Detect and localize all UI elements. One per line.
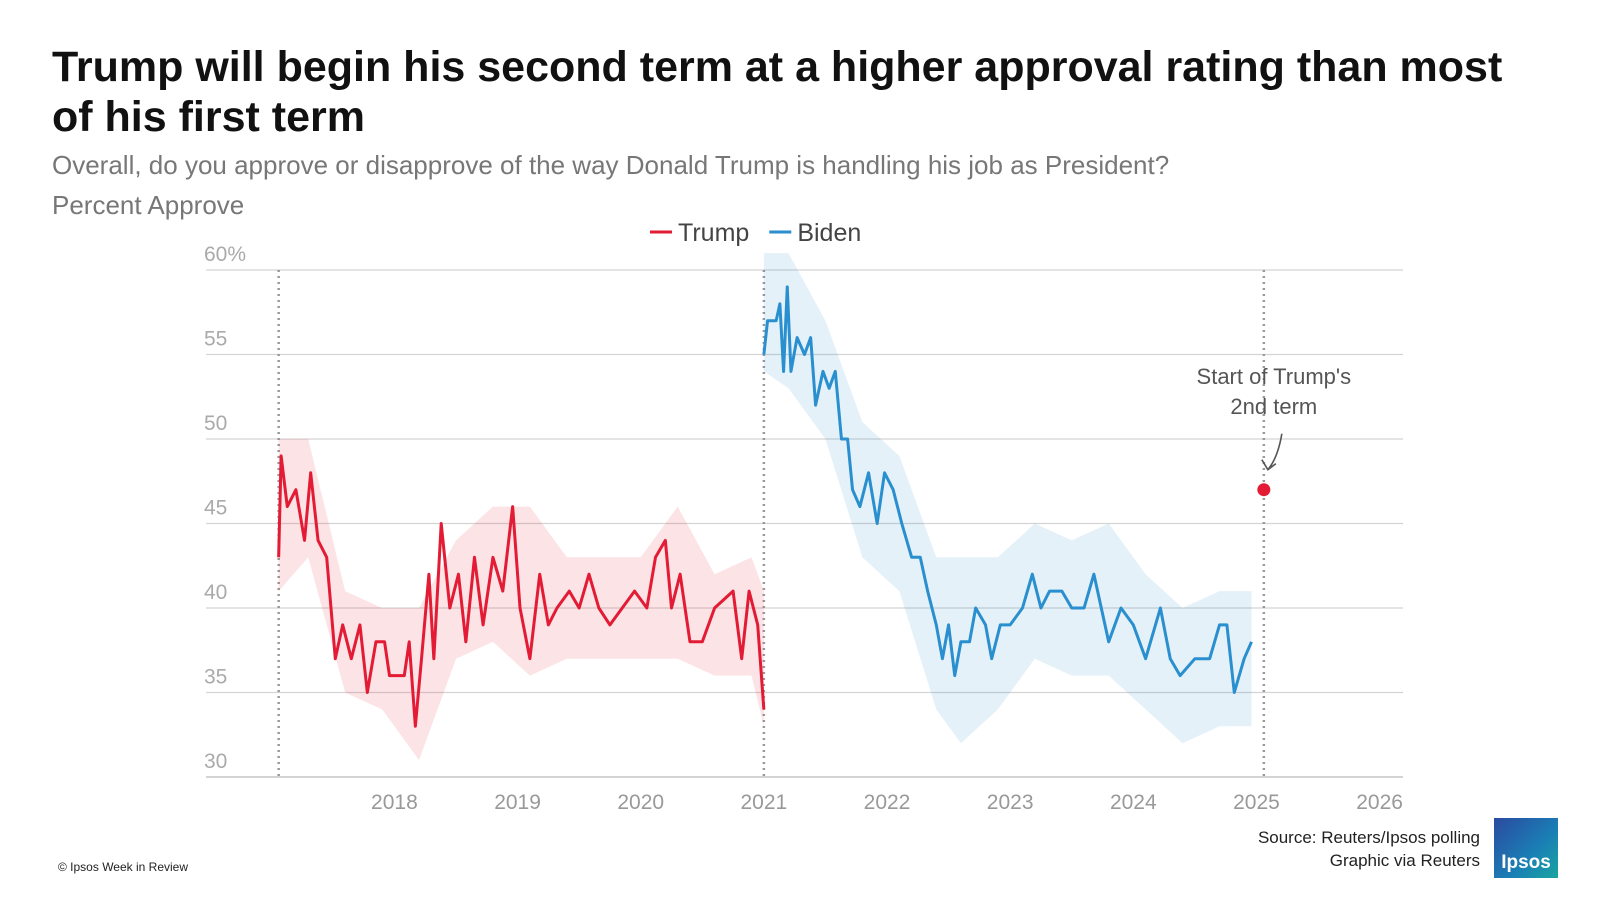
y-tick-label: 30 [204, 750, 227, 773]
x-tick-label: 2026 [1356, 791, 1403, 814]
x-tick-label: 2019 [494, 791, 541, 814]
subtitle: Overall, do you approve or disapprove of… [52, 150, 1170, 180]
y-tick-label: 50 [204, 412, 227, 435]
x-tick-label: 2023 [987, 791, 1034, 814]
confidence-band [278, 439, 764, 761]
x-tick-label: 2021 [741, 791, 788, 814]
title: Trump will begin his second term at a hi… [52, 43, 1503, 141]
copyright: © Ipsos Week in Review [58, 860, 189, 874]
annotation-text: Start of Trump's [1197, 364, 1352, 389]
y-tick-label: 40 [204, 581, 227, 604]
series-line [277, 454, 766, 728]
source: Source: Reuters/Ipsos polling [1257, 828, 1480, 847]
annotation-arrow [1261, 433, 1283, 471]
annotation-text: 2nd term [1230, 394, 1317, 419]
x-tick-label: 2025 [1233, 791, 1280, 814]
y-tick-label: 35 [204, 666, 227, 689]
series-line [762, 285, 1253, 694]
legend-label: Trump [678, 219, 749, 247]
y-tick-label: 45 [204, 497, 227, 520]
y-tick-label: 60% [204, 243, 246, 266]
data-point [1257, 483, 1271, 497]
y-tick-label: 55 [204, 328, 227, 351]
legend-label: Biden [797, 219, 861, 247]
x-tick-label: 2024 [1110, 791, 1157, 814]
x-tick-label: 2022 [864, 791, 911, 814]
x-tick-label: 2018 [371, 791, 418, 814]
logo: Ipsos [1494, 818, 1558, 878]
credit: Graphic via Reuters [1329, 851, 1480, 870]
y-axis-label: Percent Approve [52, 190, 245, 220]
x-tick-label: 2020 [617, 791, 664, 814]
